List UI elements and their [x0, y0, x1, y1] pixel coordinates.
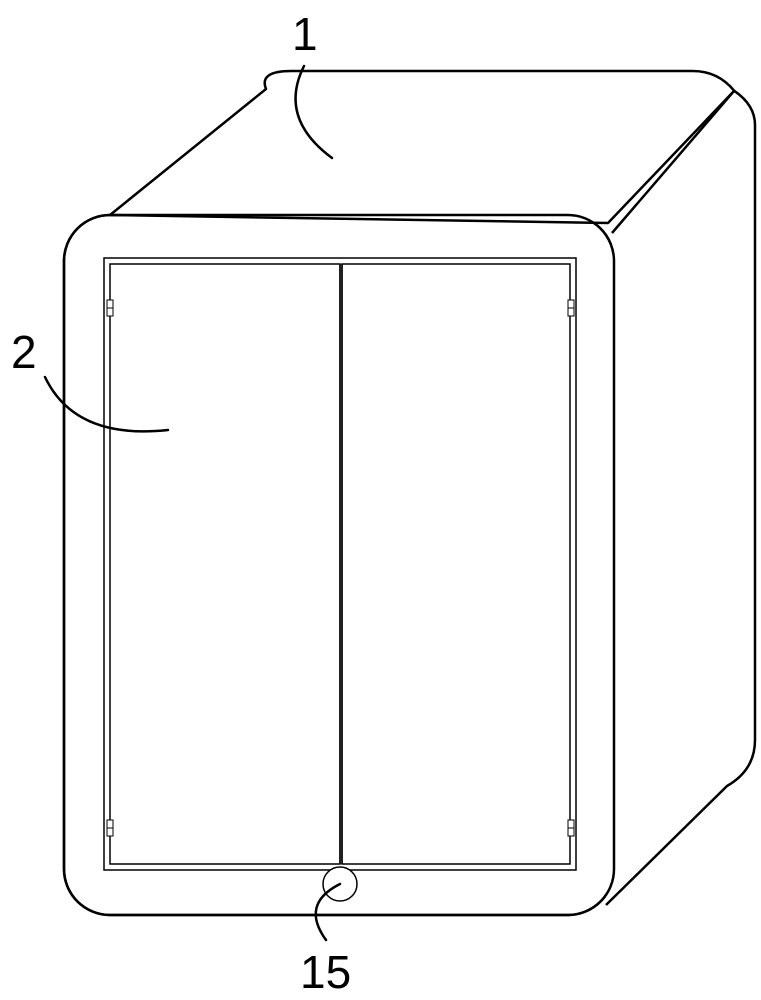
cabinet-diagram [0, 0, 761, 1000]
